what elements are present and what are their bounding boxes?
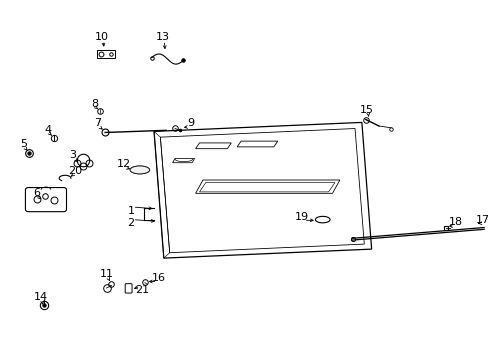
- Text: 16: 16: [152, 273, 165, 283]
- Text: 3: 3: [69, 150, 76, 160]
- Text: 7: 7: [94, 118, 101, 128]
- Text: 12: 12: [117, 159, 130, 169]
- Ellipse shape: [130, 166, 149, 174]
- Text: 14: 14: [34, 292, 47, 302]
- Text: 20: 20: [68, 166, 81, 176]
- Text: 17: 17: [475, 215, 488, 225]
- Text: 2: 2: [127, 218, 134, 228]
- Text: 10: 10: [95, 32, 108, 42]
- Text: 1: 1: [127, 206, 134, 216]
- Text: 11: 11: [100, 269, 113, 279]
- Text: 18: 18: [448, 217, 462, 228]
- Text: 4: 4: [44, 125, 51, 135]
- Text: 19: 19: [295, 212, 308, 222]
- Text: 21: 21: [135, 285, 148, 295]
- Text: 13: 13: [156, 32, 169, 42]
- Text: 6: 6: [33, 188, 40, 198]
- Text: 15: 15: [359, 105, 373, 115]
- Text: 9: 9: [187, 118, 194, 128]
- Text: 5: 5: [20, 139, 27, 149]
- Text: 8: 8: [91, 99, 98, 109]
